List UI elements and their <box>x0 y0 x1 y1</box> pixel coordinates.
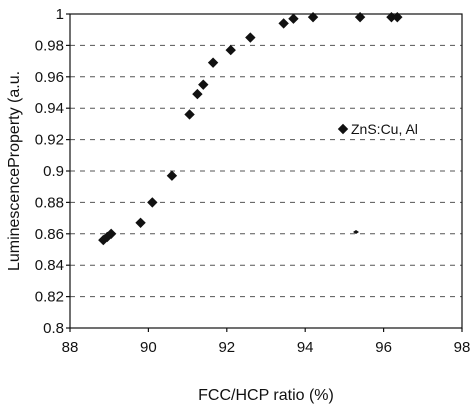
x-tick-label: 92 <box>218 339 235 356</box>
data-point <box>166 170 178 181</box>
data-point <box>307 11 319 23</box>
data-point <box>245 32 256 43</box>
y-tick-label: 0.9 <box>43 163 64 180</box>
data-point <box>386 11 397 23</box>
y-tick-label: 0.8 <box>43 320 64 337</box>
x-tick-label: 90 <box>140 339 157 356</box>
y-tick-label: 0.96 <box>35 69 64 86</box>
x-axis-ticks: 88 90 92 94 96 98 <box>62 328 471 356</box>
data-point <box>288 13 299 24</box>
data-point <box>354 11 366 23</box>
data-point <box>198 79 209 90</box>
x-tick-label: 96 <box>375 339 392 356</box>
data-point <box>207 57 219 68</box>
data-point <box>184 109 195 120</box>
data-point <box>135 217 146 229</box>
series-points <box>98 11 403 246</box>
data-point <box>392 11 403 23</box>
data-point <box>102 231 113 243</box>
x-tick-label: 98 <box>454 339 471 356</box>
legend: ZnS:Cu, Al <box>337 121 418 137</box>
x-tick-label: 88 <box>62 339 79 356</box>
data-point <box>192 88 203 100</box>
y-axis-ticks: 0.8 0.82 0.84 0.86 0.88 0.9 0.92 0.94 0.96 0.98 1 <box>35 6 70 337</box>
y-tick-label: 0.92 <box>35 132 64 149</box>
y-gridlines <box>70 44 462 298</box>
data-point <box>105 228 117 239</box>
legend-marker <box>337 123 349 135</box>
legend-label: ZnS:Cu, Al <box>351 121 418 137</box>
y-axis-title: LuminescenceProperty (a.u. <box>6 71 23 271</box>
stray-mark <box>353 230 359 234</box>
y-tick-label: 0.86 <box>35 226 64 243</box>
y-tick-label: 0.94 <box>35 100 64 117</box>
data-point <box>147 197 158 208</box>
y-tick-label: 1 <box>56 6 64 23</box>
y-tick-label: 0.88 <box>35 194 64 211</box>
y-tick-label: 0.82 <box>35 289 64 306</box>
data-point <box>278 18 289 29</box>
x-tick-label: 94 <box>297 339 314 356</box>
y-tick-label: 0.84 <box>35 257 64 274</box>
data-point <box>225 44 236 56</box>
y-tick-label: 0.98 <box>35 37 64 54</box>
x-axis-title: FCC/HCP ratio (%) <box>198 387 334 404</box>
